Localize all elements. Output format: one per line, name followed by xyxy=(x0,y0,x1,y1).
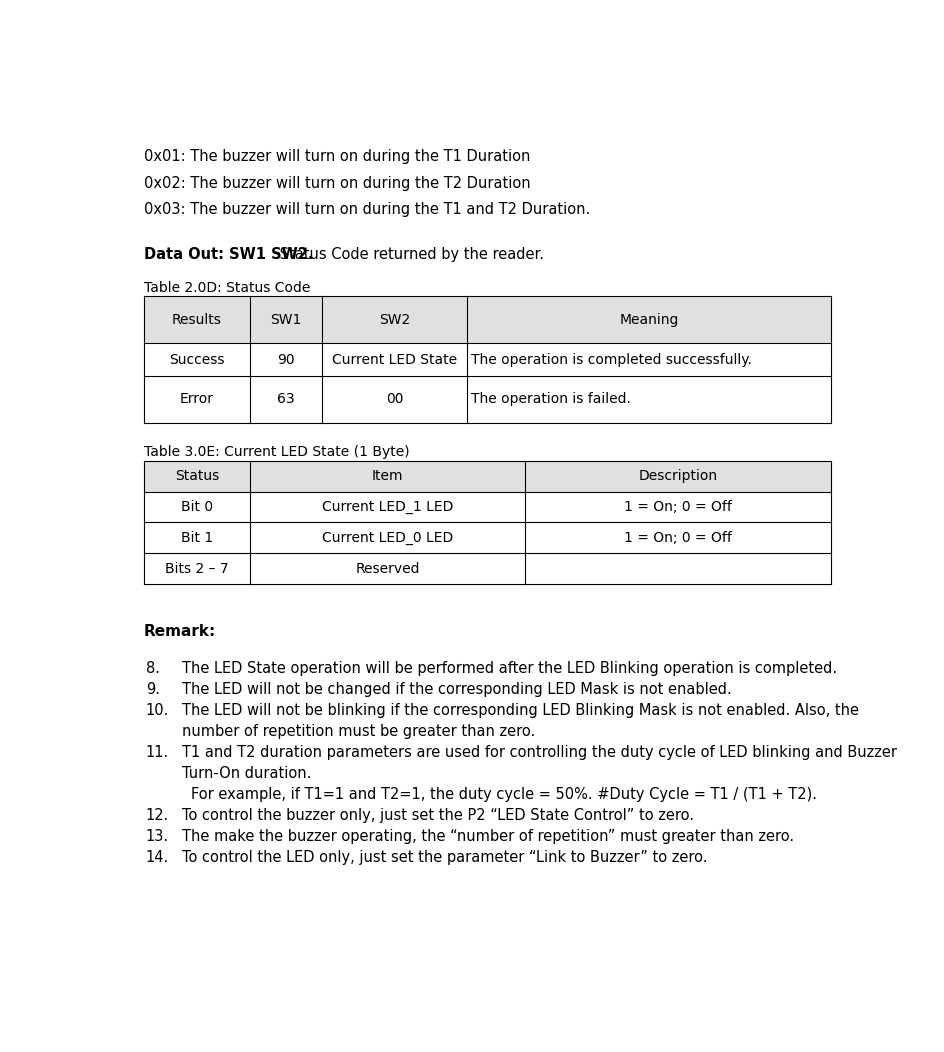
Text: To control the buzzer only, just set the P2 “LED State Control” to zero.: To control the buzzer only, just set the… xyxy=(181,808,694,824)
Text: SW1: SW1 xyxy=(271,312,302,327)
Text: The operation is completed successfully.: The operation is completed successfully. xyxy=(471,352,752,366)
Text: Bit 1: Bit 1 xyxy=(181,531,213,545)
Text: 0x01: The buzzer will turn on during the T1 Duration: 0x01: The buzzer will turn on during the… xyxy=(143,149,530,164)
Text: The make the buzzer operating, the “number of repetition” must greater than zero: The make the buzzer operating, the “numb… xyxy=(181,829,794,845)
Text: 0x02: The buzzer will turn on during the T2 Duration: 0x02: The buzzer will turn on during the… xyxy=(143,176,531,190)
Text: Turn-On duration.: Turn-On duration. xyxy=(181,766,311,782)
Text: 1 = On; 0 = Off: 1 = On; 0 = Off xyxy=(624,531,733,545)
Text: Bits 2 – 7: Bits 2 – 7 xyxy=(165,562,228,575)
Text: 63: 63 xyxy=(278,392,295,406)
Text: For example, if T1=1 and T2=1, the duty cycle = 50%. #Duty Cycle = T1 / (T1 + T2: For example, if T1=1 and T2=1, the duty … xyxy=(191,787,818,803)
Bar xyxy=(143,523,832,553)
Bar xyxy=(143,343,832,376)
Bar xyxy=(143,376,832,423)
Text: Data Out: SW1 SW2.: Data Out: SW1 SW2. xyxy=(143,247,313,262)
Text: number of repetition must be greater than zero.: number of repetition must be greater tha… xyxy=(181,724,535,740)
Bar xyxy=(143,461,832,491)
Text: Current LED_0 LED: Current LED_0 LED xyxy=(322,531,453,545)
Bar xyxy=(143,491,832,523)
Text: The LED will not be changed if the corresponding LED Mask is not enabled.: The LED will not be changed if the corre… xyxy=(181,682,732,696)
Text: Current LED State: Current LED State xyxy=(332,352,457,366)
Text: Remark:: Remark: xyxy=(143,625,216,640)
Text: Results: Results xyxy=(172,312,222,327)
Text: 1 = On; 0 = Off: 1 = On; 0 = Off xyxy=(624,500,733,514)
Text: The operation is failed.: The operation is failed. xyxy=(471,392,632,406)
Text: 0x03: The buzzer will turn on during the T1 and T2 Duration.: 0x03: The buzzer will turn on during the… xyxy=(143,202,590,218)
Text: Success: Success xyxy=(169,352,225,366)
Text: Item: Item xyxy=(372,469,403,483)
Text: 13.: 13. xyxy=(145,829,169,845)
Text: 14.: 14. xyxy=(145,850,169,866)
Text: Bit 0: Bit 0 xyxy=(181,500,213,514)
Text: To control the LED only, just set the parameter “Link to Buzzer” to zero.: To control the LED only, just set the pa… xyxy=(181,850,707,866)
Text: 11.: 11. xyxy=(145,745,169,761)
Text: 00: 00 xyxy=(386,392,403,406)
Text: The LED State operation will be performed after the LED Blinking operation is co: The LED State operation will be performe… xyxy=(181,661,836,675)
Text: Reserved: Reserved xyxy=(356,562,420,575)
Text: Status: Status xyxy=(175,469,219,483)
Text: 8.: 8. xyxy=(145,661,160,675)
Text: Table 3.0E: Current LED State (1 Byte): Table 3.0E: Current LED State (1 Byte) xyxy=(143,445,410,460)
Text: Current LED_1 LED: Current LED_1 LED xyxy=(322,500,453,514)
Text: Error: Error xyxy=(180,392,214,406)
Text: 10.: 10. xyxy=(145,703,169,717)
Text: Description: Description xyxy=(639,469,717,483)
Bar xyxy=(143,297,832,343)
Text: 9.: 9. xyxy=(145,682,160,696)
Text: 90: 90 xyxy=(278,352,295,366)
Text: 12.: 12. xyxy=(145,808,169,824)
Text: Status Code returned by the reader.: Status Code returned by the reader. xyxy=(275,247,544,262)
Text: The LED will not be blinking if the corresponding LED Blinking Mask is not enabl: The LED will not be blinking if the corr… xyxy=(181,703,859,717)
Bar xyxy=(143,553,832,584)
Text: Table 2.0D: Status Code: Table 2.0D: Status Code xyxy=(143,281,310,295)
Text: T1 and T2 duration parameters are used for controlling the duty cycle of LED bli: T1 and T2 duration parameters are used f… xyxy=(181,745,897,761)
Text: SW2: SW2 xyxy=(379,312,411,327)
Text: Meaning: Meaning xyxy=(619,312,679,327)
